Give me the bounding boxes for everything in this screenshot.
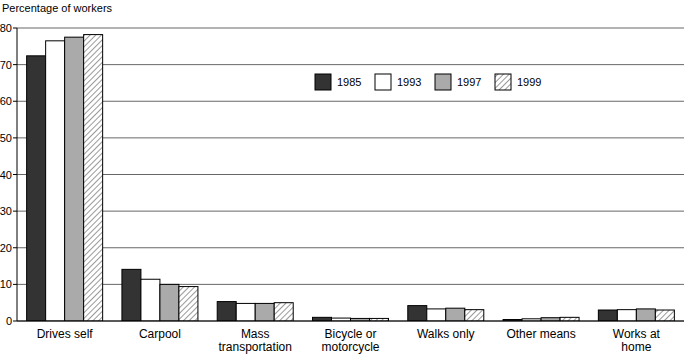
tick-label: 20	[0, 242, 12, 254]
legend-swatch	[375, 74, 391, 90]
grid-line	[17, 284, 684, 285]
bar	[255, 303, 274, 321]
bar	[636, 309, 655, 321]
tick-label: 30	[0, 205, 12, 217]
bar	[217, 302, 236, 321]
legend-label: 1997	[457, 76, 481, 88]
tick-mark	[13, 28, 17, 29]
bar	[27, 56, 46, 321]
category-label: Works athome	[613, 327, 661, 354]
legend-item: 1985	[315, 74, 361, 90]
bar	[427, 309, 446, 321]
tick-mark	[13, 211, 17, 212]
category-label: Masstransportation	[219, 327, 292, 354]
bar	[598, 310, 617, 321]
x-axis	[17, 321, 684, 322]
category-label: Carpool	[139, 327, 181, 341]
legend-item: 1997	[435, 74, 481, 90]
category-label: Walks only	[417, 327, 475, 341]
grid-line	[17, 137, 684, 138]
bar	[65, 37, 84, 321]
tick-label: 40	[0, 169, 12, 181]
grid-line	[17, 28, 684, 29]
bar	[655, 310, 674, 321]
tick-label: 60	[0, 95, 12, 107]
legend-label: 1985	[337, 76, 361, 88]
tick-mark	[13, 174, 17, 175]
grid-line	[17, 321, 684, 322]
grid-line	[17, 174, 684, 175]
bar	[84, 35, 103, 321]
tick-label: 50	[0, 132, 12, 144]
grid-line	[17, 247, 684, 248]
grid-line	[17, 64, 684, 65]
grid-line	[17, 211, 684, 212]
tick-mark	[13, 284, 17, 285]
tick-mark	[13, 247, 17, 248]
tick-mark	[13, 64, 17, 65]
bar	[313, 317, 332, 321]
category-label: Drives self	[37, 327, 94, 341]
bar	[617, 310, 636, 321]
tick-mark	[13, 101, 17, 102]
bars	[27, 35, 675, 321]
tick-label: 10	[0, 278, 12, 290]
tick-mark	[13, 321, 17, 322]
bar	[465, 310, 484, 321]
bar	[408, 306, 427, 321]
bar	[274, 303, 293, 321]
bar	[446, 308, 465, 321]
tick-label: 0	[6, 315, 12, 327]
bar	[179, 287, 198, 321]
legend-item: 1999	[495, 74, 541, 90]
bar	[560, 317, 579, 321]
bar	[122, 269, 141, 321]
bar	[141, 279, 160, 321]
legend-label: 1999	[517, 76, 541, 88]
tick-mark	[13, 137, 17, 138]
category-label: Other means	[506, 327, 575, 341]
bar	[46, 41, 65, 321]
legend-label: 1993	[397, 76, 421, 88]
category-label: Bicycle ormotorcycle	[321, 327, 379, 354]
tick-label: 80	[0, 22, 12, 34]
chart: Percentage of workers 0 10 20 30 40 50 60 70 80 Dr…	[0, 0, 686, 358]
legend-item: 1993	[375, 74, 421, 90]
y-axis	[17, 28, 18, 321]
legend-swatch	[435, 74, 451, 90]
bar	[236, 303, 255, 321]
legend-swatch	[495, 74, 511, 90]
tick-label: 70	[0, 59, 12, 71]
y-axis-label: Percentage of workers	[2, 2, 113, 14]
grid-line	[17, 101, 684, 102]
legend-swatch	[315, 74, 331, 90]
bar	[160, 284, 179, 321]
